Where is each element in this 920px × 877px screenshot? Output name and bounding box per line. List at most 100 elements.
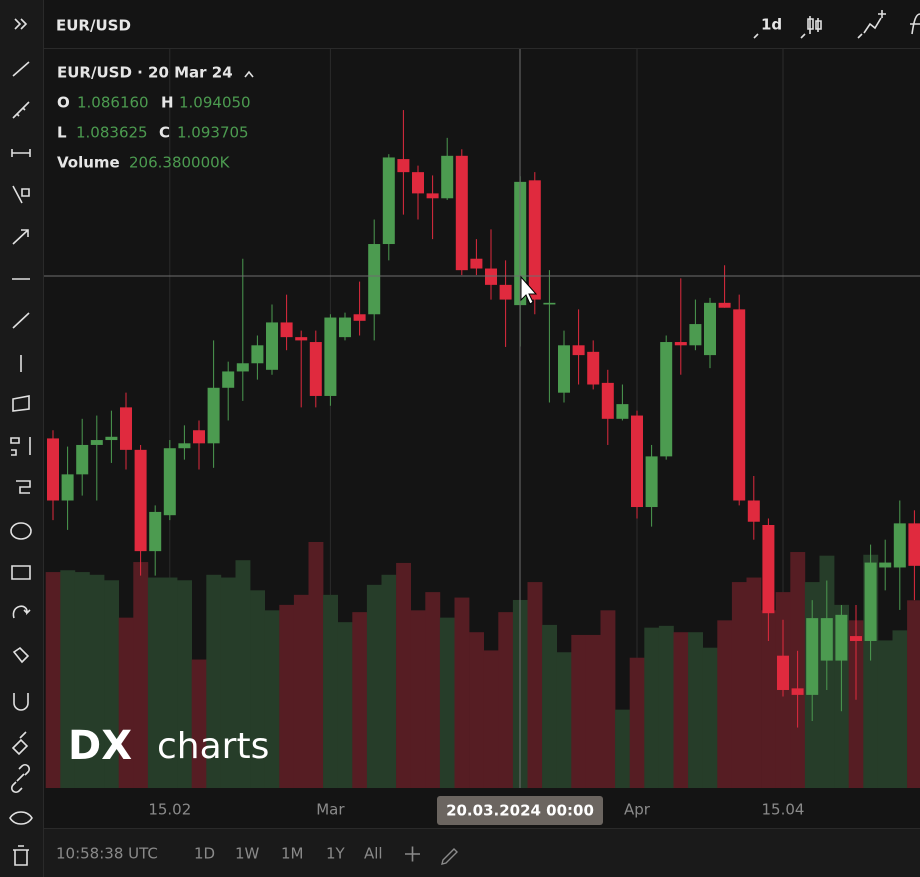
volume-bar	[104, 580, 119, 788]
tool-icon[interactable]	[12, 646, 30, 664]
candle-body	[879, 562, 892, 568]
volume-bar	[439, 617, 455, 788]
tool-icon[interactable]	[13, 693, 29, 711]
candle-body	[704, 302, 716, 356]
volume-bar	[907, 600, 920, 788]
open-label: O	[57, 94, 70, 112]
range-button[interactable]: All	[364, 845, 383, 863]
candle-body	[105, 436, 118, 441]
candle-body	[470, 258, 483, 269]
tool-icon[interactable]	[12, 185, 30, 204]
range-button[interactable]: 1D	[194, 845, 215, 863]
candle-body	[528, 180, 541, 300]
candle-body	[806, 618, 819, 695]
volume-bar	[761, 610, 776, 788]
candle-body	[193, 430, 205, 444]
studies-button[interactable]	[863, 10, 886, 34]
candle-body	[616, 404, 629, 419]
candle-body	[893, 523, 906, 568]
volume-bar	[264, 610, 280, 788]
candle-body	[339, 317, 351, 338]
high-value: 1.094050	[179, 94, 251, 112]
crosshair-label: 20.03.2024 00:00	[446, 802, 594, 820]
tool-icon[interactable]	[12, 395, 30, 412]
volume-bar	[556, 652, 572, 788]
clock: 10:58:38 UTC	[56, 845, 158, 863]
x-tick-label: Mar	[316, 801, 345, 819]
logo-mark: DX	[68, 723, 132, 769]
volume-bar	[366, 584, 382, 788]
candle-body	[368, 244, 381, 315]
range-button[interactable]: 1M	[281, 845, 304, 863]
volume-bar	[308, 542, 324, 788]
candle-body	[820, 618, 833, 661]
volume-bar	[381, 574, 397, 788]
tool-icon[interactable]	[12, 605, 31, 619]
tool-icon[interactable]	[10, 522, 32, 540]
candle-body	[222, 371, 235, 388]
symbol[interactable]: EUR/USD	[56, 17, 131, 35]
candle-body	[163, 448, 176, 516]
volume-bar	[498, 612, 514, 788]
volume-bar	[469, 632, 484, 788]
candle-body	[61, 474, 74, 501]
candle-body	[266, 322, 278, 370]
tool-icon[interactable]	[11, 731, 29, 756]
add-range[interactable]	[405, 846, 420, 862]
edit-ranges[interactable]	[441, 848, 458, 865]
candle-body	[850, 636, 862, 641]
candle-body	[47, 438, 59, 501]
volume-bar	[542, 624, 557, 788]
candle-body	[791, 688, 804, 695]
toolbar	[0, 0, 43, 877]
candle-body	[864, 562, 877, 641]
tool-icon[interactable]	[12, 61, 30, 77]
volume-bar	[45, 572, 61, 788]
candle-body	[149, 511, 162, 552]
tool-icon[interactable]	[12, 101, 30, 119]
volume-bar	[410, 610, 426, 788]
candle-body	[90, 440, 103, 445]
volume-bar	[746, 577, 762, 788]
volume-bar	[162, 577, 178, 788]
collapse-icon[interactable]	[244, 70, 254, 78]
volume-bar	[702, 647, 718, 788]
crosshair-label-box	[437, 796, 603, 825]
tool-icon[interactable]	[9, 811, 33, 825]
volume-bar	[60, 570, 76, 788]
tool-icon[interactable]	[13, 845, 29, 866]
volume-bar	[323, 594, 338, 788]
volume-bar	[177, 580, 192, 788]
formula-icon[interactable]	[910, 13, 920, 35]
tool-icon[interactable]	[10, 763, 31, 794]
candle-body	[295, 337, 308, 341]
tool-icon[interactable]	[14, 18, 28, 30]
tool-icon[interactable]	[16, 480, 31, 494]
range-button[interactable]: 1W	[235, 845, 260, 863]
volume-bar	[527, 582, 543, 788]
candle-body	[543, 302, 556, 305]
range-button[interactable]: 1Y	[326, 845, 346, 863]
tool-icon[interactable]	[11, 565, 31, 580]
candle-body	[251, 345, 264, 364]
candle-body	[236, 363, 249, 372]
period[interactable]: 1d	[761, 16, 782, 34]
volume-bar	[250, 590, 265, 788]
tool-icon[interactable]	[12, 312, 30, 329]
candle-body	[134, 449, 147, 552]
candle-body	[324, 317, 337, 396]
volume-bar	[673, 632, 689, 788]
candle-body	[762, 524, 775, 614]
cursor	[520, 275, 538, 305]
chart-type-button[interactable]	[807, 16, 822, 34]
close-label: C	[159, 124, 170, 142]
tool-icon[interactable]	[11, 149, 31, 157]
volume-bar	[571, 634, 587, 788]
volume-bar	[425, 592, 441, 788]
tool-icon[interactable]	[10, 437, 31, 456]
volume-bar	[658, 625, 674, 788]
candle-body	[601, 382, 614, 419]
tool-icon[interactable]	[12, 229, 29, 245]
volume-bar	[337, 622, 353, 788]
candle-body	[718, 302, 731, 308]
